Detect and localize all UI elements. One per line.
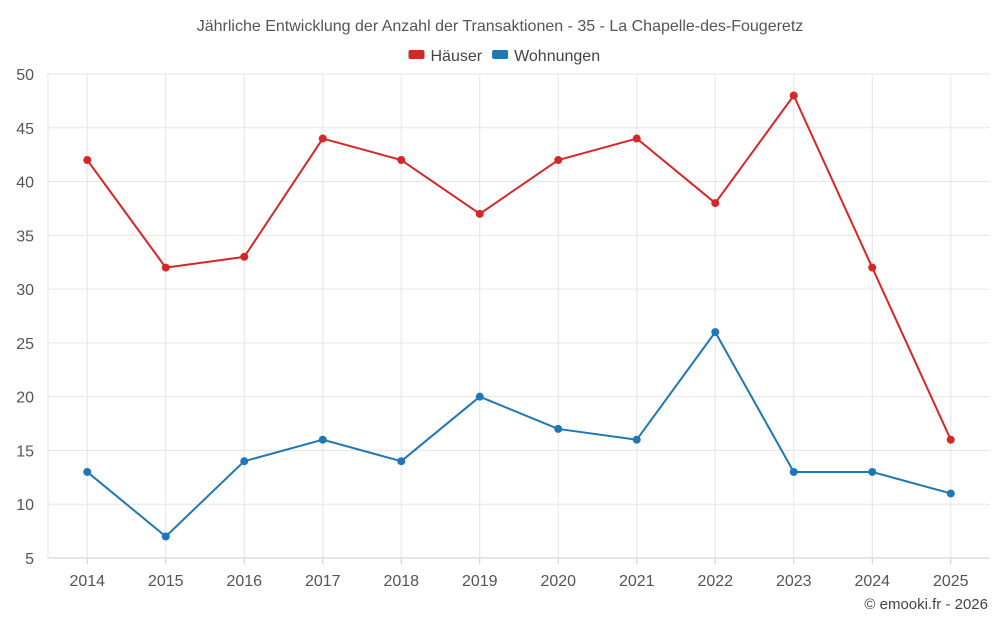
- data-point[interactable]: [318, 134, 327, 143]
- chart-title: Jährliche Entwicklung der Anzahl der Tra…: [197, 18, 804, 35]
- data-point[interactable]: [632, 134, 641, 143]
- data-point[interactable]: [946, 489, 955, 498]
- data-point[interactable]: [946, 435, 955, 444]
- y-tick-label: 10: [16, 497, 34, 514]
- data-point[interactable]: [789, 467, 798, 476]
- credit-text: © emooki.fr - 2026: [864, 596, 988, 613]
- data-point[interactable]: [397, 156, 406, 165]
- legend-label: Wohnungen: [514, 48, 600, 65]
- data-point[interactable]: [711, 199, 720, 208]
- data-point[interactable]: [397, 457, 406, 466]
- y-tick-label: 25: [16, 336, 34, 353]
- data-point[interactable]: [789, 91, 798, 100]
- series-wohnungen: [83, 328, 955, 541]
- data-point[interactable]: [868, 467, 877, 476]
- series-line: [86, 94, 952, 441]
- x-tick-label: 2017: [305, 573, 341, 590]
- grid: [47, 73, 990, 559]
- data-point[interactable]: [161, 263, 170, 272]
- x-tick-label: 2019: [462, 573, 498, 590]
- series-layer: [83, 91, 955, 541]
- y-axis-ticks: 5 10 15 20 25 30 35 40 45 50: [16, 67, 34, 568]
- x-tick-label: 2021: [619, 573, 655, 590]
- data-point[interactable]: [240, 252, 249, 261]
- x-tick-label: 2014: [69, 573, 105, 590]
- x-axis-ticks: 2014 2015 2016 2017 2018 2019 2020 2021 2022 2023…: [69, 558, 969, 590]
- legend-label: Häuser: [431, 48, 483, 65]
- data-point[interactable]: [240, 457, 249, 466]
- data-point[interactable]: [161, 532, 170, 541]
- data-point[interactable]: [83, 467, 92, 476]
- data-point[interactable]: [475, 392, 484, 401]
- data-point[interactable]: [554, 156, 563, 165]
- data-point[interactable]: [318, 435, 327, 444]
- legend-item[interactable]: Wohnungen: [492, 48, 600, 65]
- legend-item[interactable]: Häuser: [408, 48, 483, 65]
- data-point[interactable]: [711, 328, 720, 337]
- y-tick-label: 45: [16, 121, 34, 138]
- x-tick-label: 2022: [697, 573, 733, 590]
- x-tick-label: 2015: [148, 573, 184, 590]
- y-tick-label: 20: [16, 390, 34, 407]
- legend: Häuser Wohnungen: [408, 48, 600, 65]
- y-tick-label: 40: [16, 175, 34, 192]
- legend-swatch: [492, 50, 509, 59]
- series-line: [86, 331, 952, 538]
- y-tick-label: 15: [16, 443, 34, 460]
- x-tick-label: 2016: [226, 573, 262, 590]
- y-tick-label: 5: [25, 551, 34, 568]
- data-point[interactable]: [83, 156, 92, 165]
- x-tick-label: 2020: [540, 573, 576, 590]
- data-point[interactable]: [554, 424, 563, 433]
- y-tick-label: 35: [16, 228, 34, 245]
- y-tick-label: 50: [16, 67, 34, 84]
- x-tick-label: 2024: [854, 573, 890, 590]
- data-point[interactable]: [868, 263, 877, 272]
- x-tick-label: 2025: [933, 573, 969, 590]
- series-haeuser: [83, 91, 955, 444]
- x-tick-label: 2023: [776, 573, 812, 590]
- x-tick-label: 2018: [383, 573, 419, 590]
- legend-swatch: [408, 50, 425, 59]
- data-point[interactable]: [475, 209, 484, 218]
- y-tick-label: 30: [16, 282, 34, 299]
- data-point[interactable]: [632, 435, 641, 444]
